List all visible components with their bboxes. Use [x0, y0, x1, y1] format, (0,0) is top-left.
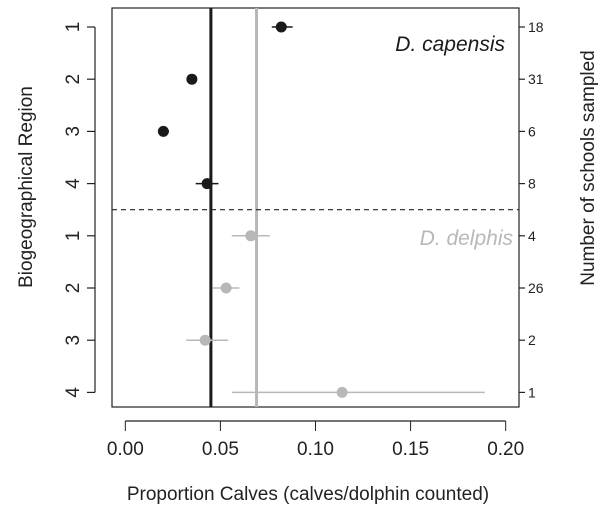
series-label-capensis: D. capensis — [395, 33, 505, 56]
x-axis: 0.00 0.05 0.10 0.15 0.20 — [107, 420, 524, 460]
x-tick-label: 0.00 — [107, 439, 144, 460]
school-count-label: 26 — [528, 280, 544, 296]
school-count-label: 2 — [528, 332, 536, 348]
y-tick-label: 3 — [63, 126, 84, 137]
x-tick-label: 0.15 — [392, 439, 429, 460]
school-count-label: 8 — [528, 176, 536, 192]
data-point-delphis-region-4 — [336, 386, 348, 398]
school-count-label: 18 — [528, 19, 544, 35]
series-label-delphis: D. delphis — [420, 227, 514, 250]
y-tick-label: 2 — [63, 283, 84, 294]
school-count-label: 31 — [528, 71, 544, 87]
data-point-delphis-region-3 — [199, 334, 211, 346]
y-axis: 1 2 3 4 1 2 3 4 — [63, 22, 96, 398]
x-axis-title: Proportion Calves (calves/dolphin counte… — [127, 484, 489, 505]
data-point-capensis-region-4 — [201, 178, 213, 190]
school-counts: 18 31 6 8 4 26 2 1 — [519, 19, 544, 400]
plot-area: D. capensis D. delphis — [111, 7, 520, 408]
x-tick-label: 0.05 — [202, 439, 239, 460]
y-tick-label: 4 — [63, 178, 84, 189]
y-tick-label: 1 — [63, 231, 84, 242]
y-tick-label: 1 — [63, 22, 84, 33]
y-tick-label: 4 — [63, 387, 84, 398]
data-point-capensis-region-3 — [157, 125, 169, 137]
school-count-label: 1 — [528, 384, 536, 400]
data-point-delphis-region-1 — [245, 230, 257, 242]
x-tick-label: 0.10 — [297, 439, 334, 460]
data-point-capensis-region-1 — [275, 21, 287, 33]
y-axis-title: Biogeographical Region — [16, 86, 37, 288]
school-count-label: 4 — [528, 228, 536, 244]
y-tick-label: 3 — [63, 335, 84, 346]
data-point-capensis-region-2 — [186, 73, 198, 85]
y2-axis-title: Number of schools sampled — [578, 50, 599, 286]
plot-border — [111, 7, 520, 408]
school-count-label: 6 — [528, 123, 536, 139]
data-point-delphis-region-2 — [220, 282, 232, 294]
y-tick-label: 2 — [63, 74, 84, 85]
x-tick-label: 0.20 — [487, 439, 524, 460]
